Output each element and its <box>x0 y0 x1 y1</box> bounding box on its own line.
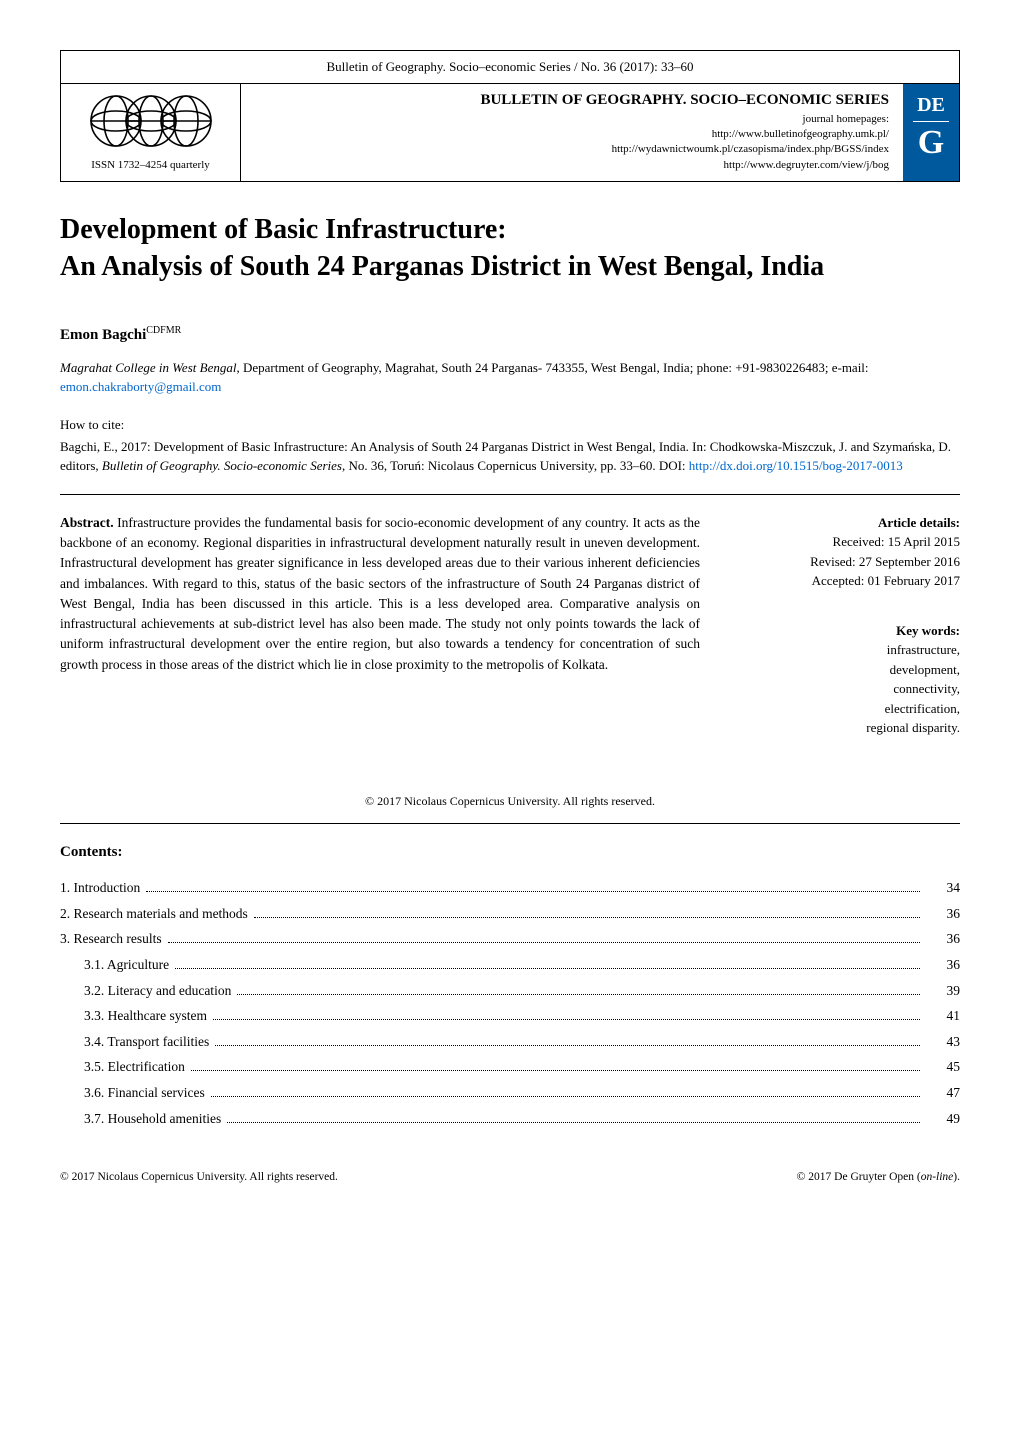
toc-page: 49 <box>926 1106 960 1132</box>
toc-row: 3.5. Electrification 45 <box>60 1054 960 1080</box>
author-email-link[interactable]: emon.chakraborty@gmail.com <box>60 379 221 394</box>
keywords-label: Key words: <box>740 621 960 641</box>
article-details-block: Article details: Received: 15 April 2015… <box>740 513 960 591</box>
degruyter-badge: DE G <box>903 84 959 181</box>
author-superscript: CDFMR <box>146 325 181 336</box>
toc-row: 2. Research materials and methods 36 <box>60 901 960 927</box>
toc-page: 34 <box>926 875 960 901</box>
toc-label: 3.2. Literacy and education <box>84 978 231 1004</box>
toc-dots <box>191 1070 920 1071</box>
received-date: Received: 15 April 2015 <box>740 532 960 552</box>
article-details-label: Article details: <box>740 513 960 533</box>
toc-dots <box>213 1019 920 1020</box>
homepage-link-1[interactable]: http://www.bulletinofgeography.umk.pl/ <box>255 127 889 142</box>
toc-row: 1. Introduction 34 <box>60 875 960 901</box>
toc-row: 3. Research results 36 <box>60 926 960 952</box>
toc-page: 47 <box>926 1080 960 1106</box>
footer-right-pre: © 2017 De Gruyter Open ( <box>797 1171 921 1183</box>
abstract-text: Abstract. Infrastructure provides the fu… <box>60 513 700 768</box>
toc-page: 36 <box>926 926 960 952</box>
title-line-2: An Analysis of South 24 Parganas Distric… <box>60 251 824 282</box>
toc-dots <box>168 942 920 943</box>
homepage-link-3[interactable]: http://www.degruyter.com/view/j/bog <box>255 158 889 173</box>
footer-right: © 2017 De Gruyter Open (on-line). <box>797 1171 960 1183</box>
toc-label: 3.4. Transport facilities <box>84 1029 209 1055</box>
toc-row: 3.7. Household amenities 49 <box>60 1106 960 1132</box>
table-of-contents: 1. Introduction 34 2. Research materials… <box>60 875 960 1131</box>
citation-italic: Bulletin of Geography. Socio-economic Se… <box>102 458 345 473</box>
toc-page: 36 <box>926 901 960 927</box>
toc-label: 3.1. Agriculture <box>84 952 169 978</box>
affiliation-rest: , Department of Geography, Magrahat, Sou… <box>236 360 868 375</box>
header-main: ISSN 1732–4254 quarterly BULLETIN OF GEO… <box>61 84 959 181</box>
toc-dots <box>237 994 920 995</box>
keywords-items: infrastructure, development, connectivit… <box>740 640 960 738</box>
toc-page: 41 <box>926 1003 960 1029</box>
footer-right-italic: on-line <box>921 1171 954 1183</box>
toc-label: 3. Research results <box>60 926 162 952</box>
globe-logo-icon <box>81 94 221 148</box>
toc-label: 3.3. Healthcare system <box>84 1003 207 1029</box>
toc-label: 3.6. Financial services <box>84 1080 205 1106</box>
toc-row: 3.1. Agriculture 36 <box>60 952 960 978</box>
journal-title: BULLETIN OF GEOGRAPHY. SOCIO–ECONOMIC SE… <box>255 92 889 109</box>
journal-info: BULLETIN OF GEOGRAPHY. SOCIO–ECONOMIC SE… <box>241 84 903 181</box>
footer-left: © 2017 Nicolaus Copernicus University. A… <box>60 1171 338 1183</box>
toc-label: 3.5. Electrification <box>84 1054 185 1080</box>
toc-row: 3.2. Literacy and education 39 <box>60 978 960 1004</box>
toc-row: 3.4. Transport facilities 43 <box>60 1029 960 1055</box>
copyright-center: © 2017 Nicolaus Copernicus University. A… <box>60 786 960 823</box>
toc-dots <box>227 1122 920 1123</box>
title-line-1: Development of Basic Infrastructure: <box>60 214 507 245</box>
abstract-section: Abstract. Infrastructure provides the fu… <box>60 495 960 786</box>
issn-text: ISSN 1732–4254 quarterly <box>75 159 226 171</box>
divider-bottom <box>60 823 960 824</box>
page-footer: © 2017 Nicolaus Copernicus University. A… <box>60 1171 960 1183</box>
affiliation: Magrahat College in West Bengal, Departm… <box>60 358 960 397</box>
accepted-date: Accepted: 01 February 2017 <box>740 571 960 591</box>
toc-label: 2. Research materials and methods <box>60 901 248 927</box>
doi-link[interactable]: http://dx.doi.org/10.1515/bog-2017-0013 <box>689 458 903 473</box>
toc-page: 39 <box>926 978 960 1004</box>
keywords-block: Key words: infrastructure, development, … <box>740 621 960 738</box>
abstract-label: Abstract. <box>60 515 114 530</box>
affiliation-institution: Magrahat College in West Bengal <box>60 360 236 375</box>
toc-dots <box>211 1096 920 1097</box>
citation: Bagchi, E., 2017: Development of Basic I… <box>60 437 960 476</box>
footer-right-post: ). <box>953 1171 960 1183</box>
homepages-label: journal homepages: <box>255 113 889 125</box>
abstract-body: Infrastructure provides the fundamental … <box>60 515 700 672</box>
author-name: Emon Bagchi <box>60 327 146 343</box>
article-meta: Article details: Received: 15 April 2015… <box>740 513 960 768</box>
toc-page: 45 <box>926 1054 960 1080</box>
journal-logo-cell: ISSN 1732–4254 quarterly <box>61 84 241 181</box>
series-line: Bulletin of Geography. Socio–economic Se… <box>61 51 959 84</box>
journal-header-box: Bulletin of Geography. Socio–economic Se… <box>60 50 960 182</box>
badge-g: G <box>903 122 959 160</box>
toc-dots <box>215 1045 920 1046</box>
toc-dots <box>254 917 920 918</box>
how-to-cite-label: How to cite: <box>60 417 960 433</box>
contents-heading: Contents: <box>60 844 960 861</box>
toc-label: 3.7. Household amenities <box>84 1106 221 1132</box>
article-title: Development of Basic Infrastructure: An … <box>60 212 960 285</box>
toc-row: 3.3. Healthcare system 41 <box>60 1003 960 1029</box>
author-line: Emon BagchiCDFMR <box>60 325 960 344</box>
toc-dots <box>146 891 920 892</box>
homepage-link-2[interactable]: http://wydawnictwoumk.pl/czasopisma/inde… <box>255 142 889 157</box>
toc-dots <box>175 968 920 969</box>
toc-row: 3.6. Financial services 47 <box>60 1080 960 1106</box>
citation-post: No. 36, Toruń: Nicolaus Copernicus Unive… <box>345 458 689 473</box>
toc-page: 43 <box>926 1029 960 1055</box>
badge-de: DE <box>913 90 949 122</box>
toc-page: 36 <box>926 952 960 978</box>
revised-date: Revised: 27 September 2016 <box>740 552 960 572</box>
toc-label: 1. Introduction <box>60 875 140 901</box>
